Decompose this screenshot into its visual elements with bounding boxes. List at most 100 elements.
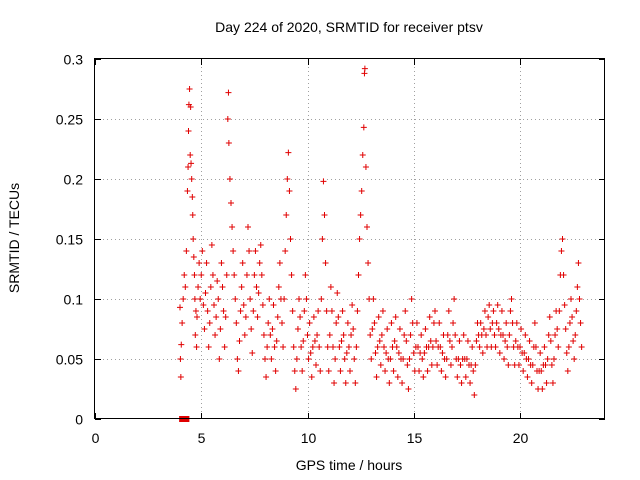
data-point: [190, 236, 197, 242]
data-point: [437, 344, 444, 350]
data-point: [449, 344, 455, 350]
x-tick-label: 20: [513, 430, 529, 446]
data-point: [252, 248, 259, 254]
data-point: [276, 260, 283, 266]
data-point: [433, 338, 440, 344]
data-point: [300, 338, 307, 344]
data-point: [342, 380, 349, 386]
data-point: [577, 320, 584, 326]
data-point: [192, 332, 199, 338]
data-point: [265, 320, 272, 326]
data-point: [504, 344, 511, 350]
data-point: [339, 308, 346, 314]
data-point: [222, 314, 229, 320]
data-point: [232, 296, 239, 302]
data-point: [556, 308, 563, 314]
data-point: [362, 164, 369, 170]
data-point: [189, 212, 196, 218]
data-point: [193, 344, 200, 350]
data-point: [361, 65, 368, 72]
data-point: [445, 308, 452, 314]
data-point: [253, 284, 260, 290]
data-point: [350, 326, 357, 332]
x-axis-label: GPS time / hours: [296, 457, 403, 473]
data-point: [291, 368, 298, 374]
data-point: [566, 320, 573, 326]
data-point: [323, 308, 330, 314]
data-point: [241, 332, 248, 338]
data-point: [522, 332, 529, 338]
data-point: [334, 290, 341, 296]
data-point: [429, 344, 436, 350]
data-point: [221, 344, 228, 350]
data-point: [197, 296, 204, 302]
data-point: [237, 308, 244, 314]
data-point: [318, 296, 325, 302]
data-point: [436, 320, 443, 326]
data-point: [325, 368, 332, 374]
data-point: [254, 314, 261, 320]
data-point: [248, 326, 255, 332]
data-point: [396, 326, 403, 332]
data-point: [348, 332, 355, 338]
data-point: [421, 350, 428, 356]
data-point: [462, 374, 469, 380]
data-point: [306, 320, 313, 326]
data-point: [220, 308, 227, 314]
data-point: [477, 320, 484, 326]
data-point: [286, 188, 293, 194]
data-point: [371, 320, 378, 326]
data-point: [282, 248, 289, 254]
data-point: [543, 380, 550, 386]
data-point: [177, 356, 184, 362]
data-point: [349, 302, 356, 308]
data-point: [199, 248, 206, 254]
data-point: [491, 332, 498, 338]
data-point: [308, 374, 315, 380]
data-point: [568, 296, 574, 302]
data-point: [513, 320, 520, 326]
data-point: [401, 332, 408, 338]
data-point: [471, 392, 478, 398]
data-point: [326, 332, 333, 338]
data-point: [463, 356, 470, 362]
data-point: [285, 149, 292, 156]
data-point: [503, 320, 510, 326]
data-point: [464, 338, 471, 344]
data-point: [351, 356, 358, 362]
data-point: [208, 242, 215, 248]
data-point: [574, 284, 581, 290]
data-point: [542, 362, 549, 368]
data-point: [558, 248, 565, 254]
data-point: [515, 362, 522, 368]
data-point: [260, 332, 267, 338]
data-point: [402, 308, 409, 314]
data-point: [407, 332, 414, 338]
chart-title: Day 224 of 2020, SRMTID for receiver pts…: [215, 19, 483, 35]
data-point: [211, 302, 217, 308]
data-point: [182, 284, 189, 290]
data-point: [430, 320, 437, 326]
data-point: [209, 272, 216, 278]
data-point: [529, 362, 536, 368]
data-point: [532, 344, 539, 350]
data-point: [528, 380, 535, 386]
data-point: [188, 160, 195, 167]
data-point: [298, 344, 305, 350]
data-point: [500, 332, 506, 338]
data-point: [355, 272, 362, 278]
data-point: [382, 368, 389, 374]
data-point: [369, 326, 376, 332]
data-point: [538, 368, 545, 374]
data-point: [283, 212, 290, 218]
data-point: [327, 284, 334, 290]
data-point: [456, 338, 463, 344]
data-point: [555, 344, 562, 350]
data-point: [271, 344, 278, 350]
data-point: [531, 320, 538, 326]
data-point: [552, 332, 559, 338]
data-point: [229, 224, 236, 230]
data-point: [359, 152, 366, 158]
data-point: [438, 368, 445, 374]
